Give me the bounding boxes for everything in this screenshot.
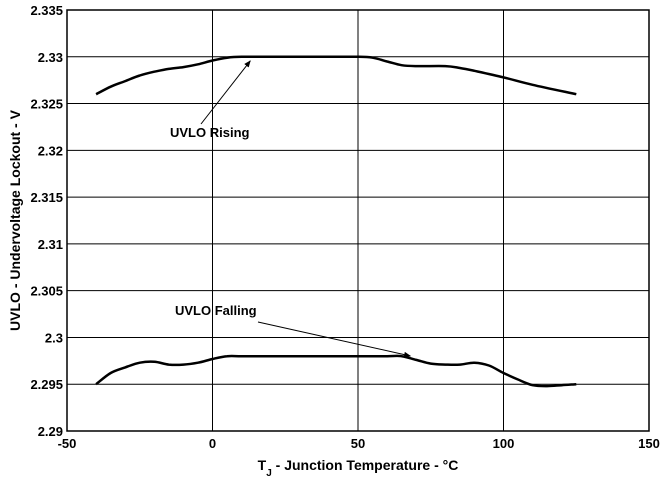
x-tick-labels: -50 0 50 100 150 [58,436,660,451]
x-tick-label: 100 [493,436,515,451]
y-tick-label: 2.32 [38,143,63,158]
annotation-arrow [257,321,412,358]
grid [67,10,649,431]
y-tick-label: 2.33 [38,50,63,65]
y-axis-title: UVLO - Undervoltage Lockout - V [7,109,23,331]
y-tick-label: 2.335 [30,3,63,18]
x-tick-label: 0 [209,436,216,451]
annotation-arrow [200,60,251,125]
x-tick-label: 150 [638,436,660,451]
series-line-uvlo-falling [95,354,577,388]
x-tick-label: 50 [351,436,365,451]
x-axis-title-rest: - Junction Temperature - °C [272,457,459,473]
y-tick-labels: 2.29 2.295 2.3 2.305 2.31 2.315 2.32 2.325 2.33 2… [30,3,63,439]
series-line-uvlo-rising [95,55,577,96]
y-tick-label: 2.3 [45,330,63,345]
y-tick-label: 2.295 [30,377,63,392]
annotation-uvlo-rising: UVLO Rising [170,125,250,140]
plot-frame [66,9,650,432]
y-tick-label: 2.305 [30,284,63,299]
annotations: UVLO Rising UVLO Falling [170,60,412,358]
y-tick-label: 2.325 [30,97,63,112]
x-tick-label: -50 [58,436,77,451]
y-tick-label: 2.315 [30,190,63,205]
x-axis-title-main: T [258,457,267,473]
x-axis-title: TJ - Junction Temperature - °C [258,457,459,479]
y-tick-label: 2.31 [38,237,63,252]
annotation-uvlo-falling: UVLO Falling [175,303,257,318]
series-layer [95,55,577,388]
x-axis-title-subscript: J [266,468,272,479]
y-tick-label: 2.29 [38,424,63,439]
